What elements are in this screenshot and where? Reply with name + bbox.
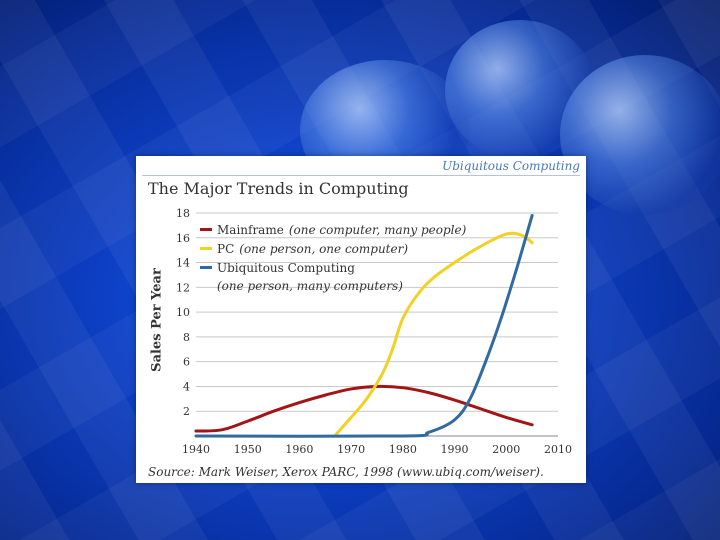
y-tick-label: 6 [183,356,190,369]
series-line-pc [334,231,534,437]
legend-note: (one person, one computer) [239,241,409,256]
legend-swatch [200,266,212,269]
legend-item-mainframe: Mainframe (one computer, many people) [200,220,466,239]
x-tick-label: 1950 [234,443,262,456]
y-tick-label: 8 [183,331,190,344]
legend-swatch [200,228,212,231]
x-tick-label: 1940 [182,443,210,456]
x-tick-label: 1960 [285,443,313,456]
chart-plot: 2 4 6 8 10 12 14 16 18 1940 1950 1960 1970 1980 1990 20… [176,207,572,456]
legend-item-ubiquitous: Ubiquitous Computing [200,258,466,277]
series-line-mainframe [194,384,534,433]
x-tick-label: 1970 [337,443,365,456]
series-line-ubiquitous [194,213,534,438]
legend-swatch [200,247,212,250]
chart-title: The Major Trends in Computing [148,179,409,198]
x-tick-label: 1980 [389,443,417,456]
chart-card: 2 4 6 8 10 12 14 16 18 1940 1950 1960 1970 1980 1990 20… [136,156,586,483]
y-tick-label: 12 [176,281,190,294]
legend-label: Ubiquitous Computing [217,260,355,275]
y-tick-label: 2 [183,405,190,418]
brand-label: Ubiquitous Computing [442,159,580,173]
y-tick-label: 16 [176,232,190,245]
y-tick-label: 18 [176,207,190,220]
y-axis-label: Sales Per Year [149,268,165,372]
legend-label: PC [217,241,235,256]
legend: Mainframe (one computer, many people) PC… [200,220,466,296]
x-tick-label: 1990 [441,443,469,456]
x-tick-label: 2000 [492,443,520,456]
y-tick-label: 10 [176,306,190,319]
legend-item-pc: PC (one person, one computer) [200,239,466,258]
brand-divider [142,175,580,176]
x-tick-label: 2010 [544,443,572,456]
y-tick-label: 14 [176,257,190,270]
y-tick-label: 4 [183,380,190,393]
source-citation: Source: Mark Weiser, Xerox PARC, 1998 (w… [148,465,544,479]
legend-note: (one person, many computers) [217,279,403,293]
legend-label: Mainframe [217,222,284,237]
legend-note: (one computer, many people) [288,222,467,237]
globe-image [560,55,720,215]
